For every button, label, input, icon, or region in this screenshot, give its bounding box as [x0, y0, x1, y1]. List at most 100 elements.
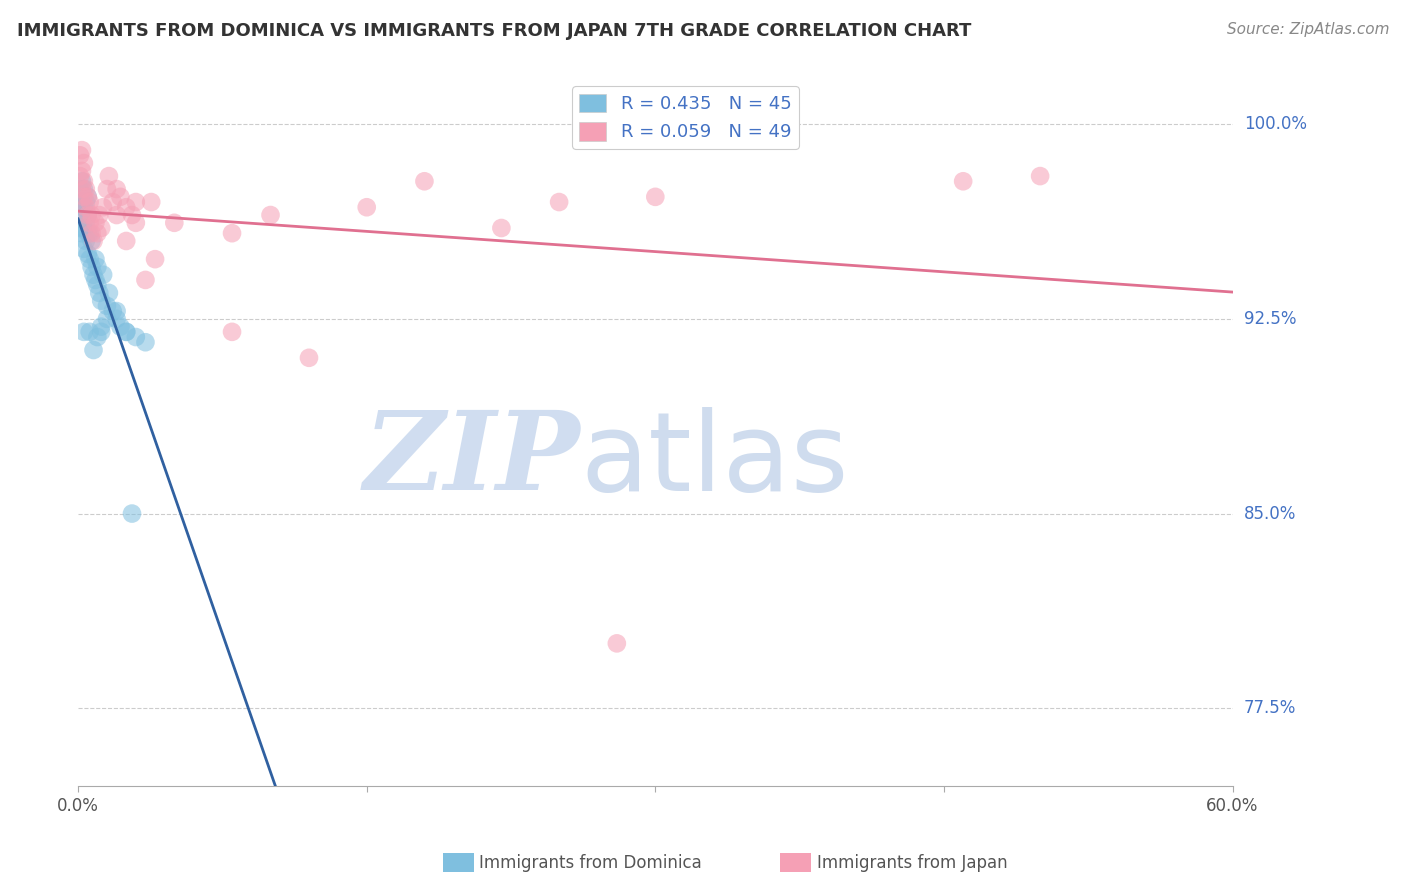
Point — [69, 169, 91, 183]
Point — [91, 268, 114, 282]
Point — [75, 200, 97, 214]
Point — [606, 636, 628, 650]
Point — [86, 226, 108, 240]
Point — [115, 325, 138, 339]
Point — [75, 216, 97, 230]
Point — [84, 273, 107, 287]
Text: 92.5%: 92.5% — [1244, 310, 1296, 328]
Point — [89, 285, 111, 300]
Point — [79, 325, 101, 339]
Point — [163, 216, 186, 230]
Point — [121, 507, 143, 521]
Point — [70, 208, 93, 222]
Text: Source: ZipAtlas.com: Source: ZipAtlas.com — [1226, 22, 1389, 37]
Point — [143, 252, 166, 267]
Point — [76, 208, 98, 222]
Point — [70, 143, 93, 157]
Point — [73, 325, 96, 339]
Point — [75, 182, 97, 196]
Point — [70, 226, 93, 240]
Point — [73, 221, 96, 235]
Point — [97, 285, 120, 300]
Point — [76, 190, 98, 204]
Point — [79, 226, 101, 240]
Point — [110, 319, 132, 334]
Point — [75, 234, 97, 248]
Point — [105, 311, 128, 326]
Point — [115, 200, 138, 214]
Point — [644, 190, 666, 204]
Point — [125, 330, 148, 344]
Point — [80, 260, 103, 274]
Point — [96, 182, 118, 196]
Point — [69, 200, 91, 214]
Point — [952, 174, 974, 188]
Point — [80, 208, 103, 222]
Point — [96, 299, 118, 313]
Point — [73, 200, 96, 214]
Point — [86, 278, 108, 293]
Point — [105, 208, 128, 222]
Point — [105, 182, 128, 196]
Point — [73, 182, 96, 196]
Point — [69, 182, 91, 196]
Point — [70, 195, 93, 210]
Text: 77.5%: 77.5% — [1244, 699, 1296, 717]
Point — [70, 174, 93, 188]
Point — [115, 325, 138, 339]
Legend: R = 0.435   N = 45, R = 0.059   N = 49: R = 0.435 N = 45, R = 0.059 N = 49 — [572, 87, 799, 149]
Point — [548, 195, 571, 210]
Point — [79, 252, 101, 267]
Point — [101, 195, 124, 210]
Point — [413, 174, 436, 188]
Point — [73, 174, 96, 188]
Point — [79, 195, 101, 210]
Point — [356, 200, 378, 214]
Point — [110, 190, 132, 204]
Point — [90, 319, 112, 334]
Text: 100.0%: 100.0% — [1244, 115, 1306, 133]
Point — [141, 195, 163, 210]
Text: atlas: atlas — [581, 407, 849, 514]
Point — [1029, 169, 1052, 183]
Point — [69, 148, 91, 162]
Point — [86, 330, 108, 344]
Point — [121, 208, 143, 222]
Point — [79, 216, 101, 230]
Point — [97, 169, 120, 183]
Point — [70, 164, 93, 178]
Point — [134, 273, 156, 287]
Text: Immigrants from Dominica: Immigrants from Dominica — [479, 854, 702, 871]
Point — [84, 252, 107, 267]
Point — [70, 182, 93, 196]
Point — [298, 351, 321, 365]
Point — [105, 304, 128, 318]
Point — [90, 221, 112, 235]
Point — [90, 293, 112, 308]
Point — [69, 221, 91, 235]
Point — [76, 226, 98, 240]
Point — [221, 226, 243, 240]
Point — [76, 208, 98, 222]
Point — [125, 195, 148, 210]
Point — [80, 234, 103, 248]
Point — [76, 190, 98, 204]
Point — [75, 195, 97, 210]
Point — [83, 234, 105, 248]
Point — [90, 325, 112, 339]
Point — [89, 208, 111, 222]
Point — [73, 242, 96, 256]
Text: Immigrants from Japan: Immigrants from Japan — [817, 854, 1008, 871]
Text: 85.0%: 85.0% — [1244, 505, 1296, 523]
Point — [134, 335, 156, 350]
Point — [96, 311, 118, 326]
Point — [73, 190, 96, 204]
Point — [76, 247, 98, 261]
Text: IMMIGRANTS FROM DOMINICA VS IMMIGRANTS FROM JAPAN 7TH GRADE CORRELATION CHART: IMMIGRANTS FROM DOMINICA VS IMMIGRANTS F… — [17, 22, 972, 40]
Point — [259, 208, 281, 222]
Point — [125, 216, 148, 230]
Point — [73, 156, 96, 170]
Point — [221, 325, 243, 339]
Point — [80, 226, 103, 240]
Point — [83, 343, 105, 357]
